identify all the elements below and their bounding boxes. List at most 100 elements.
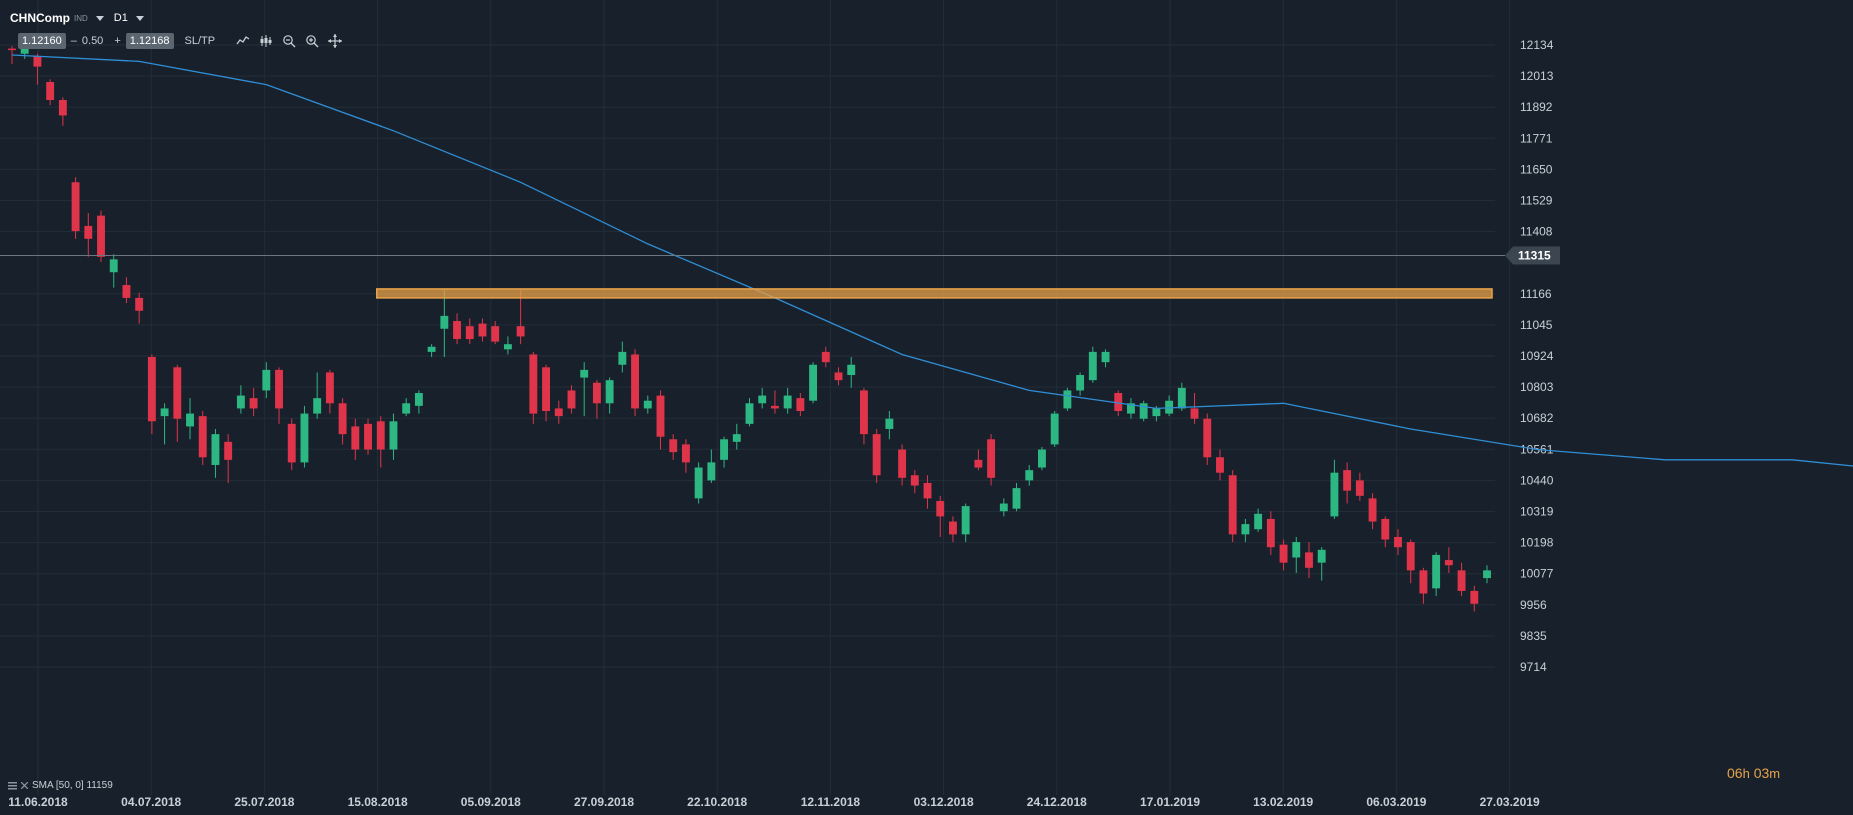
candle-up (720, 439, 729, 460)
candle-down (898, 449, 907, 478)
sell-price-button[interactable]: 1.12160 (18, 33, 66, 49)
candle-up (999, 503, 1008, 512)
candle-up (1038, 449, 1046, 468)
y-tick-label: 10198 (1520, 536, 1554, 550)
candle-down (872, 434, 881, 476)
candle-up (503, 344, 512, 350)
candle-up (236, 395, 245, 409)
candle-up (109, 259, 118, 273)
candle-down (1406, 542, 1415, 571)
candle-up (262, 369, 271, 391)
candle-up (707, 462, 716, 481)
candle-down (656, 395, 665, 437)
lot-increase-button[interactable]: + (114, 35, 121, 47)
symbol-toolbar: CHNComp IND D1 (10, 8, 148, 28)
candle-down (338, 403, 347, 435)
indicator-list-icon[interactable] (8, 781, 17, 790)
remove-indicator-icon[interactable] (21, 782, 28, 789)
candle-up (1292, 542, 1301, 558)
line-chart-icon[interactable] (234, 32, 252, 50)
y-tick-label: 10319 (1520, 505, 1554, 519)
y-tick-label: 10440 (1520, 473, 1554, 487)
countdown-minutes: 03 (1753, 765, 1770, 781)
candle-down (1394, 536, 1402, 548)
lot-size-input[interactable]: 0.50 (81, 35, 104, 47)
candle-down (1203, 418, 1212, 458)
candle-down (796, 398, 805, 412)
candle-up (580, 369, 589, 378)
candle-up (414, 393, 423, 406)
candle-up (1317, 549, 1326, 563)
candle-down (1368, 498, 1377, 522)
candle-down (1279, 544, 1288, 563)
indicator-legend[interactable]: SMA [50, 0] 11159 (8, 780, 113, 791)
y-tick-label: 11771 (1520, 131, 1553, 145)
candle-down (58, 100, 67, 116)
candle-down (821, 351, 830, 363)
candle-down (1444, 560, 1453, 566)
x-tick-label: 13.02.2019 (1253, 795, 1313, 809)
candle-up (758, 395, 767, 404)
candle-down (97, 215, 105, 257)
chevron-down-icon[interactable] (95, 15, 104, 21)
y-tick-label: 11650 (1520, 162, 1553, 176)
x-tick-label: 22.10.2018 (687, 795, 747, 809)
candle-down (71, 182, 80, 232)
chevron-down-icon[interactable] (135, 15, 144, 21)
candle-down (669, 439, 678, 453)
candle-up (1152, 408, 1161, 417)
candle-down (122, 285, 131, 298)
candle-down (910, 475, 919, 486)
candle-down (325, 372, 334, 404)
candle-up (1012, 488, 1021, 509)
candle-up (1063, 390, 1072, 409)
y-tick-label: 10077 (1520, 567, 1554, 581)
candle-down (529, 354, 538, 414)
x-tick-label: 15.08.2018 (348, 795, 408, 809)
candle-up (1050, 413, 1059, 445)
buy-price-button[interactable]: 1.12168 (125, 33, 174, 49)
indicators-icon[interactable] (257, 32, 275, 50)
zoom-out-icon[interactable] (280, 32, 298, 50)
candle-down (1305, 552, 1313, 568)
candle-up (809, 364, 818, 401)
candle-up (402, 403, 411, 414)
candle-up (1432, 554, 1441, 589)
candle-down (923, 482, 932, 499)
candle-up (694, 467, 703, 499)
candle-down (1457, 570, 1466, 591)
candle-down (1343, 470, 1352, 491)
candle-up (1330, 472, 1339, 517)
candle-down (859, 390, 868, 435)
current-price-label: 11315 (1518, 249, 1551, 263)
candle-down (147, 357, 156, 422)
lot-decrease-button[interactable]: – (70, 35, 77, 47)
candle-down (542, 367, 550, 412)
crosshair-icon[interactable] (326, 32, 344, 50)
resistance-zone[interactable] (376, 288, 1493, 299)
sltp-button[interactable]: SL/TP (184, 35, 216, 47)
countdown-hours: 06 (1727, 765, 1743, 781)
y-tick-label: 9714 (1520, 660, 1547, 674)
y-tick-label: 11408 (1520, 225, 1553, 239)
candle-up (1165, 400, 1174, 414)
zoom-in-icon[interactable] (303, 32, 321, 50)
candle-up (20, 47, 29, 54)
candle-down (1216, 457, 1224, 473)
x-tick-label: 12.11.2018 (801, 795, 861, 809)
y-tick-label: 11045 (1520, 318, 1553, 332)
candle-up (1025, 470, 1034, 481)
candle-down (567, 390, 576, 409)
x-tick-label: 27.09.2018 (574, 795, 634, 809)
y-tick-label: 12134 (1520, 38, 1554, 52)
candle-down (1470, 590, 1479, 604)
countdown-minutes-unit: m (1769, 766, 1781, 781)
candle-up (1483, 570, 1491, 579)
symbol-name[interactable]: CHNComp (10, 11, 70, 25)
timeframe-selector[interactable]: D1 (113, 12, 128, 24)
candle-up (427, 346, 436, 352)
candle-countdown: 06h 03m (1727, 765, 1780, 781)
sma-line (11, 54, 1853, 467)
candle-up (1101, 351, 1110, 363)
